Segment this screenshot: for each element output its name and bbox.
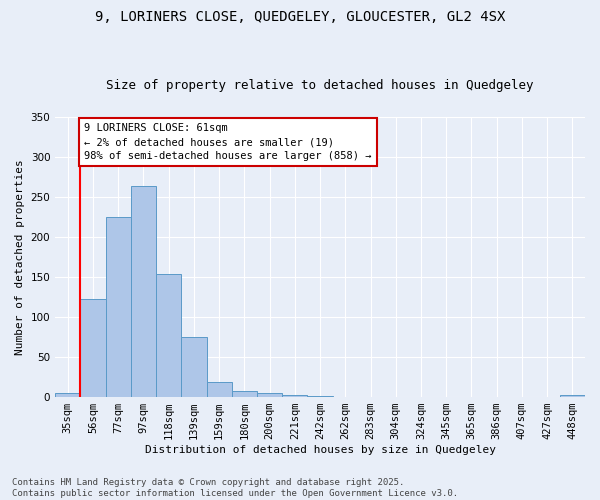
- Bar: [80, 300, 106, 397]
- Bar: [560, 396, 585, 397]
- Bar: [181, 337, 206, 397]
- Bar: [257, 393, 282, 397]
- X-axis label: Distribution of detached houses by size in Quedgeley: Distribution of detached houses by size …: [145, 445, 496, 455]
- Y-axis label: Number of detached properties: Number of detached properties: [15, 159, 25, 355]
- Title: Size of property relative to detached houses in Quedgeley: Size of property relative to detached ho…: [106, 79, 534, 92]
- Bar: [232, 392, 257, 397]
- Bar: [156, 274, 181, 397]
- Bar: [206, 382, 232, 397]
- Bar: [307, 396, 332, 397]
- Bar: [106, 217, 131, 397]
- Bar: [282, 394, 307, 397]
- Bar: [55, 393, 80, 397]
- Text: Contains HM Land Registry data © Crown copyright and database right 2025.
Contai: Contains HM Land Registry data © Crown c…: [12, 478, 458, 498]
- Text: 9 LORINERS CLOSE: 61sqm
← 2% of detached houses are smaller (19)
98% of semi-det: 9 LORINERS CLOSE: 61sqm ← 2% of detached…: [84, 123, 371, 161]
- Bar: [131, 186, 156, 397]
- Text: 9, LORINERS CLOSE, QUEDGELEY, GLOUCESTER, GL2 4SX: 9, LORINERS CLOSE, QUEDGELEY, GLOUCESTER…: [95, 10, 505, 24]
